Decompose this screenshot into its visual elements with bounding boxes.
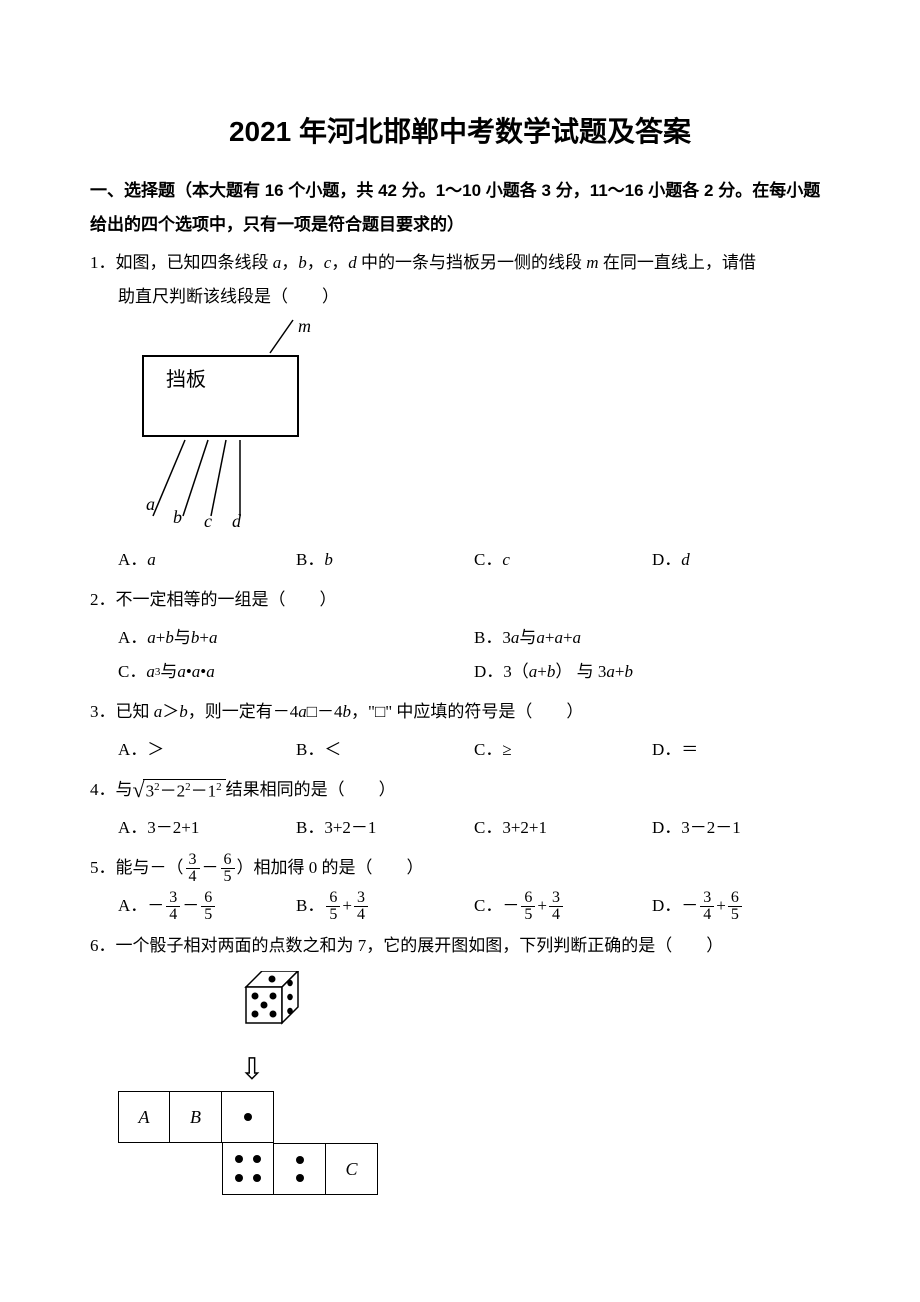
q2-row1: A．a+b 与 b+a B．3a 与 a+a+a [90,621,830,655]
frac-3-4: 34 [186,852,200,885]
q1-D: D．d [652,543,830,577]
q5-number: 5． [90,851,116,885]
net-row-1: A B [118,1091,830,1143]
question-6: 6． 一个骰子相对两面的点数之和为 7，它的展开图如图，下列判断正确的是（ ） [90,929,830,963]
question-2: 2． 不一定相等的一组是（ ） [90,583,830,617]
q3-number: 3． [90,695,116,729]
q2-row2: C．a3 与 a•a•a D．3（a+b） 与 3a+b [90,655,830,689]
q1-number: 1． [90,246,116,280]
q3-B: B．＜ [296,733,474,767]
q1-cont: 助直尺判断该线段是（ ） [90,280,830,314]
page-title: 2021 年河北邯郸中考数学试题及答案 [90,110,830,150]
q2-text: 不一定相等的一组是（ ） [116,583,831,617]
q4-B: B．3+2－1 [296,811,474,845]
question-1: 1． 如图，已知四条线段 a，b，c，d 中的一条与挡板另一侧的线段 m 在同一… [90,246,830,314]
fig-d: d [232,511,242,528]
net-face-4 [222,1143,274,1195]
q6-figure: ⇩ A B C [118,971,830,1195]
q2-C: C．a3 与 a•a•a [118,655,474,689]
sqrt-expression: √ 32－22－12 [133,779,226,801]
fig-c: c [204,511,212,528]
q4-C: C．3+2+1 [474,811,652,845]
q1-C: C．c [474,543,652,577]
q3-choices: A．＞ B．＜ C．≥ D．＝ [90,733,830,767]
q4-text: 与 √ 32－22－12 结果相同的是（ ） [116,773,831,807]
q5-B: B． 65 + 34 [296,889,474,923]
net-B: B [170,1091,222,1143]
q2-A: A．a+b 与 b+a [118,621,474,655]
q5-A: A．－ 34 － 65 [118,889,296,923]
fig-m-label: m [298,318,311,336]
q5-choices: A．－ 34 － 65 B． 65 + 34 C．－ 65 + 34 D．－ 3… [90,889,830,923]
q3-D: D．＝ [652,733,830,767]
question-3: 3． 已知 a＞b，则一定有－4a□－4b，"□" 中应填的符号是（ ） [90,695,830,729]
q4-number: 4． [90,773,116,807]
q1-B: B．b [296,543,474,577]
frac-6-5: 65 [221,852,235,885]
q2-D: D．3（a+b） 与 3a+b [474,655,830,689]
q2-B: B．3a 与 a+a+a [474,621,830,655]
net-row-2: C [222,1143,830,1195]
section-header: 一、选择题（本大题有 16 个小题，共 42 分。1～10 小题各 3 分，11… [90,174,830,242]
down-arrow-icon: ⇩ [226,1055,278,1085]
net-C: C [326,1143,378,1195]
net-face-2 [274,1143,326,1195]
q5-C: C．－ 65 + 34 [474,889,652,923]
q2-number: 2． [90,583,116,617]
q3-C: C．≥ [474,733,652,767]
question-4: 4． 与 √ 32－22－12 结果相同的是（ ） [90,773,830,807]
q1-A: A．a [118,543,296,577]
q3-text: 已知 a＞b，则一定有－4a□－4b，"□" 中应填的符号是（ ） [116,695,831,729]
fig-board-label: 挡板 [166,368,206,391]
q3-A: A．＞ [118,733,296,767]
fig-b: b [173,507,182,527]
q5-text: 能与－（ 34 － 65 ）相加得 0 的是（ ） [116,851,831,885]
q4-D: D．3－2－1 [652,811,830,845]
q4-choices: A．3－2+1 B．3+2－1 C．3+2+1 D．3－2－1 [90,811,830,845]
net-face-1 [222,1091,274,1143]
q5-D: D．－ 34 + 65 [652,889,830,923]
q1-figure: m 挡板 a b c d [118,318,830,533]
fig-a: a [146,494,155,514]
q4-A: A．3－2+1 [118,811,296,845]
question-5: 5． 能与－（ 34 － 65 ）相加得 0 的是（ ） [90,851,830,885]
q6-text: 一个骰子相对两面的点数之和为 7，它的展开图如图，下列判断正确的是（ ） [116,929,831,963]
q6-number: 6． [90,929,116,963]
q1-choices: A．a B．b C．c D．d [90,543,830,577]
exam-page: 2021 年河北邯郸中考数学试题及答案 一、选择题（本大题有 16 个小题，共 … [0,0,920,1235]
net-A: A [118,1091,170,1143]
q1-text: 如图，已知四条线段 a，b，c，d 中的一条与挡板另一侧的线段 m 在同一直线上… [116,246,831,280]
